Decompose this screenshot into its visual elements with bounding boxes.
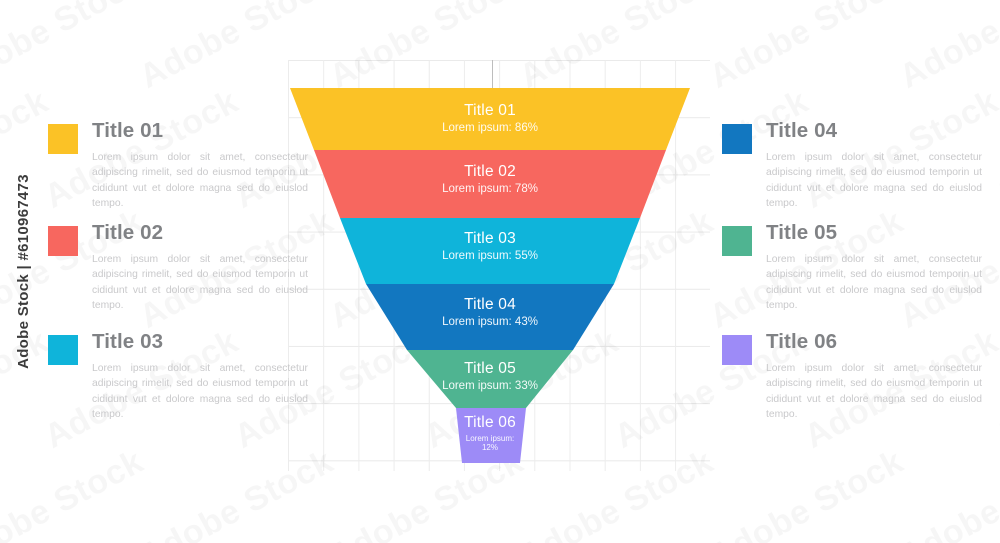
legend-item-title: Title 04 [766, 119, 838, 142]
legend-item-title-03[interactable]: Title 03 Lorem ipsum dolor sit amet, con… [48, 330, 308, 423]
legend-item-title: Title 06 [766, 330, 838, 353]
legend-swatch-icon [722, 226, 752, 256]
legend-swatch-icon [48, 124, 78, 154]
legend-item-body: Lorem ipsum dolor sit amet, consectetur … [92, 362, 308, 421]
legend-swatch-icon [722, 124, 752, 154]
legend-swatch-icon [722, 335, 752, 365]
legend-item-title-04[interactable]: Title 04 Lorem ipsum dolor sit amet, con… [722, 119, 982, 212]
legend-item-title: Title 02 [92, 221, 164, 244]
legend-item-title: Title 05 [766, 221, 838, 244]
grid-center-axis-tick [492, 60, 493, 90]
watermark-tile: Adobe Stock [988, 82, 1000, 217]
funnel-segment-4[interactable] [366, 284, 614, 350]
watermark-tile: Adobe Stock [988, 322, 1000, 457]
funnel-segment-6[interactable] [456, 408, 526, 463]
legend-item-body: Lorem ipsum dolor sit amet, consectetur … [766, 253, 982, 312]
legend-item-title-02[interactable]: Title 02 Lorem ipsum dolor sit amet, con… [48, 221, 308, 314]
legend-item-title: Title 01 [92, 119, 164, 142]
watermark-tile: Adobe Stock [893, 442, 1000, 543]
funnel-chart: Title 01 Lorem ipsum: 86% Title 02 Lorem… [290, 88, 690, 463]
stock-watermark-vertical: Adobe Stock | #610967473 [6, 0, 40, 543]
legend-item-body: Lorem ipsum dolor sit amet, consectetur … [92, 151, 308, 210]
funnel-segment-5[interactable] [407, 350, 573, 408]
legend-item-title: Title 03 [92, 330, 164, 353]
watermark-tile: Adobe Stock [703, 442, 910, 543]
legend-item-body: Lorem ipsum dolor sit amet, consectetur … [766, 362, 982, 421]
legend-swatch-icon [48, 335, 78, 365]
legend-item-body: Lorem ipsum dolor sit amet, consectetur … [766, 151, 982, 210]
legend-item-title-01[interactable]: Title 01 Lorem ipsum dolor sit amet, con… [48, 119, 308, 212]
legend-item-body: Lorem ipsum dolor sit amet, consectetur … [92, 253, 308, 312]
watermark-tile: Adobe Stock [893, 0, 1000, 97]
legend-swatch-icon [48, 226, 78, 256]
legend-item-title-05[interactable]: Title 05 Lorem ipsum dolor sit amet, con… [722, 221, 982, 314]
stock-watermark-text: Adobe Stock | #610967473 [14, 174, 32, 369]
watermark-tile: Adobe Stock [703, 0, 910, 97]
legend-item-title-06[interactable]: Title 06 Lorem ipsum dolor sit amet, con… [722, 330, 982, 423]
funnel-segment-3[interactable] [340, 218, 640, 284]
funnel-segment-2[interactable] [314, 150, 666, 218]
funnel-shapes [290, 88, 690, 463]
funnel-segment-1[interactable] [290, 88, 690, 150]
